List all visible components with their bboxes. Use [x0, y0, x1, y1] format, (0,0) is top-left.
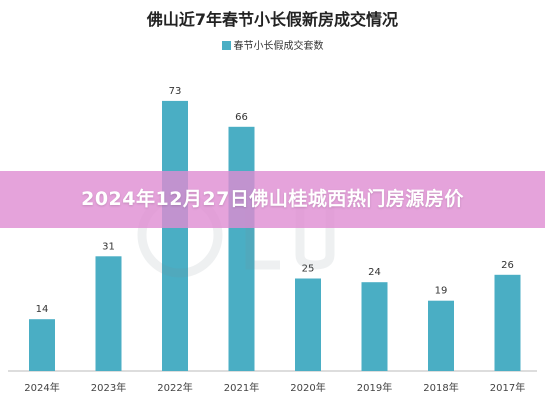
data-label: 66 [235, 112, 248, 123]
x-tick-label: 2017年 [490, 381, 525, 394]
x-tick-label: 2020年 [290, 381, 325, 394]
data-label: 73 [169, 86, 182, 97]
bar [428, 300, 454, 371]
bar [361, 282, 388, 371]
legend-label: 春节小长假成交套数 [233, 41, 324, 52]
bar [162, 100, 188, 372]
x-tick-label: 2019年 [357, 381, 392, 394]
legend: 春节小长假成交套数 [0, 37, 545, 52]
headline-banner: 2024年12月27日佛山桂城西热门房源房价 [0, 171, 545, 228]
bar [295, 278, 321, 371]
data-label: 31 [102, 241, 115, 252]
data-label: 19 [435, 286, 448, 297]
data-label: 26 [501, 260, 514, 271]
bar [95, 256, 122, 371]
data-label: 24 [368, 267, 381, 278]
legend-swatch [221, 41, 231, 50]
x-tick-label: 2021年 [224, 381, 259, 394]
x-tick-label: 2018年 [423, 381, 458, 394]
headline-text: 2024年12月27日佛山桂城西热门房源房价 [81, 188, 464, 210]
bar [494, 274, 521, 371]
bar [29, 319, 55, 371]
data-label: 14 [36, 304, 49, 315]
data-label: 25 [302, 264, 315, 275]
bar [228, 126, 255, 371]
x-tick-label: 2023年 [91, 381, 126, 394]
chart-title: 佛山近7年春节小长假新房成交情况 [146, 10, 399, 29]
x-tick-label: 2024年 [24, 381, 59, 394]
x-tick-label: 2022年 [157, 381, 192, 394]
